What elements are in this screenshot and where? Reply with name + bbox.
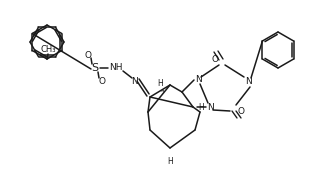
Text: CH₃: CH₃ [40, 46, 56, 55]
Text: O: O [99, 77, 105, 86]
Text: O: O [85, 51, 91, 59]
Text: S: S [91, 63, 99, 73]
Text: H: H [198, 102, 204, 112]
Text: NH: NH [109, 64, 123, 73]
Text: N: N [207, 102, 213, 112]
Text: H: H [167, 156, 173, 165]
Text: O: O [238, 106, 244, 115]
Text: O: O [211, 55, 219, 64]
Text: N: N [245, 77, 251, 86]
Text: N: N [195, 76, 202, 84]
Text: N: N [132, 77, 138, 86]
Text: H: H [157, 80, 163, 89]
Text: ,,: ,, [160, 84, 165, 93]
